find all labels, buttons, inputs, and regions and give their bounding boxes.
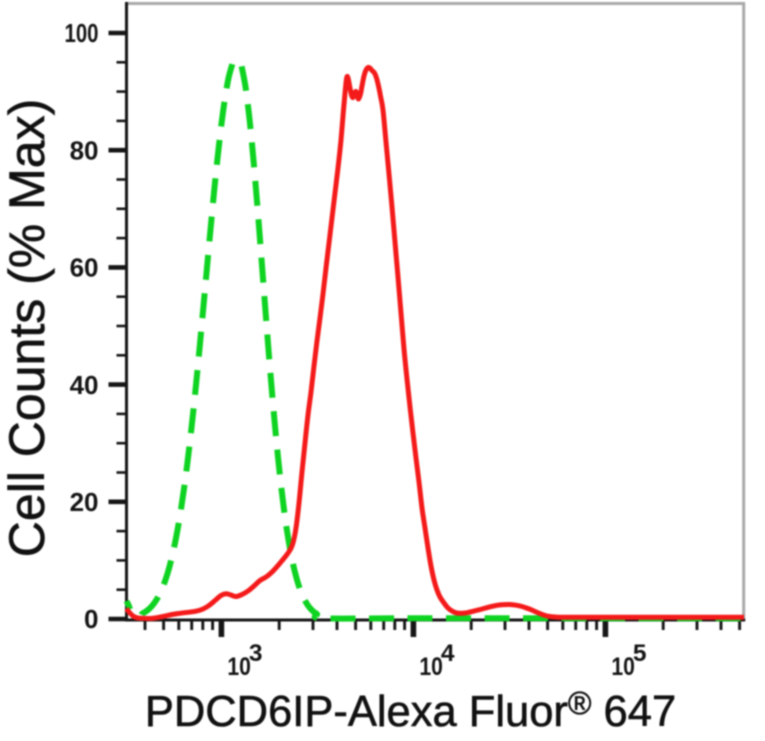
svg-text:60: 60 [70,253,99,283]
svg-text:4: 4 [441,640,455,667]
svg-text:3: 3 [249,640,263,667]
svg-text:20: 20 [70,487,99,517]
svg-text:5: 5 [633,640,647,667]
svg-text:10: 10 [419,653,443,681]
svg-text:PDCD6IP-Alexa Fluor® 647: PDCD6IP-Alexa Fluor® 647 [145,685,676,736]
svg-text:40: 40 [70,370,99,400]
svg-text:10: 10 [611,653,635,681]
svg-text:100: 100 [65,18,99,48]
svg-text:80: 80 [70,135,99,165]
svg-text:0: 0 [84,604,98,634]
svg-text:10: 10 [227,653,251,681]
svg-text:Cell Counts (% Max): Cell Counts (% Max) [0,99,55,557]
